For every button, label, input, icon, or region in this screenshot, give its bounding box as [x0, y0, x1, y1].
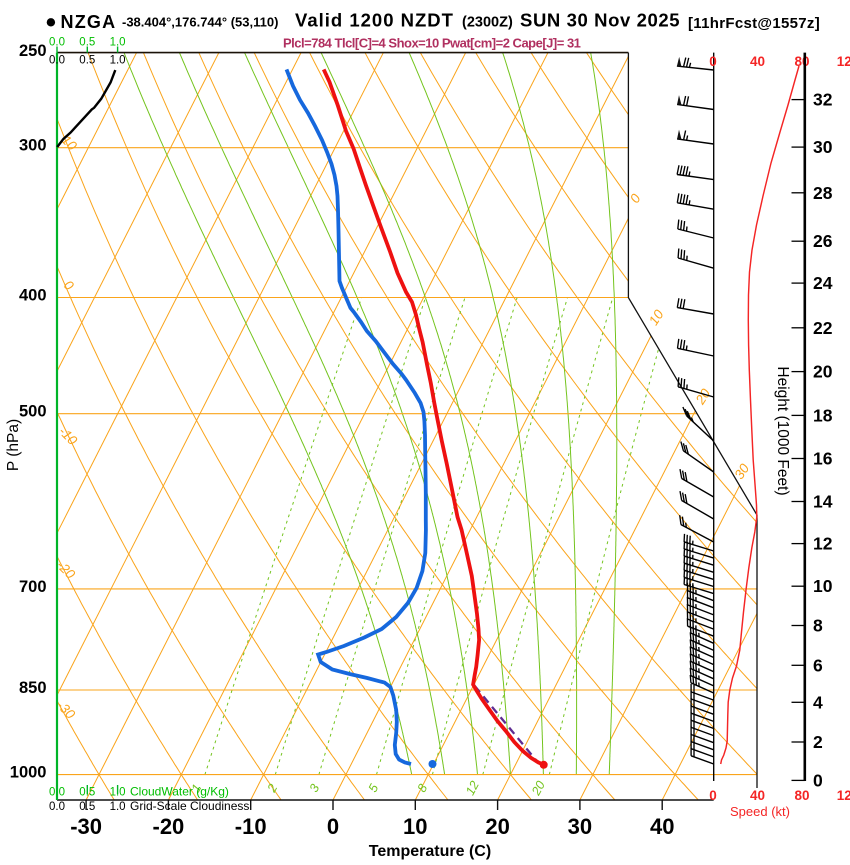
svg-text:-10: -10 — [235, 814, 267, 839]
svg-text:8: 8 — [813, 616, 823, 636]
svg-text:1000: 1000 — [10, 764, 47, 782]
svg-text:30: 30 — [813, 137, 833, 157]
svg-text:Speed (kt): Speed (kt) — [730, 804, 790, 819]
svg-text:1.0: 1.0 — [110, 37, 126, 49]
svg-text:700: 700 — [19, 578, 47, 596]
svg-text:20: 20 — [485, 814, 509, 839]
svg-text:300: 300 — [19, 137, 47, 155]
svg-text:(2300Z): (2300Z) — [462, 15, 513, 31]
svg-text:0.0: 0.0 — [49, 787, 65, 799]
svg-text:0.5: 0.5 — [79, 801, 95, 813]
svg-text:18: 18 — [813, 405, 833, 425]
svg-text:Valid 1200 NZDT: Valid 1200 NZDT — [295, 10, 454, 31]
svg-text:12: 12 — [813, 534, 833, 554]
svg-text:80: 80 — [794, 54, 809, 69]
svg-text:40: 40 — [750, 788, 765, 803]
svg-text:80: 80 — [794, 788, 809, 803]
svg-text:26: 26 — [813, 231, 833, 251]
svg-text:Height (1000 Feet): Height (1000 Feet) — [774, 366, 791, 495]
svg-text:-30: -30 — [70, 814, 102, 839]
svg-text:850: 850 — [19, 679, 47, 697]
svg-text:10: 10 — [813, 576, 833, 596]
svg-text:0: 0 — [709, 788, 717, 803]
svg-text:0.5: 0.5 — [79, 37, 95, 49]
svg-text:12: 12 — [463, 779, 482, 798]
svg-text:0: 0 — [327, 814, 339, 839]
svg-text:4: 4 — [813, 692, 823, 712]
svg-text:1.0: 1.0 — [110, 801, 126, 813]
svg-text:-38.404°,176.744° (53,110): -38.404°,176.744° (53,110) — [122, 15, 278, 30]
svg-text:0.5: 0.5 — [79, 55, 95, 67]
svg-text:2: 2 — [813, 732, 823, 752]
svg-text:1.0: 1.0 — [110, 787, 126, 799]
svg-text:0: 0 — [709, 54, 717, 69]
svg-text:-20: -20 — [153, 814, 185, 839]
svg-text:14: 14 — [813, 492, 833, 512]
svg-text:Plcl=784 Tlcl[C]=4 Shox=10 Pwa: Plcl=784 Tlcl[C]=4 Shox=10 Pwat[cm]=2 Ca… — [283, 36, 581, 51]
svg-text:NZGA: NZGA — [61, 12, 117, 32]
svg-text:0.0: 0.0 — [49, 37, 65, 49]
svg-text:CloudWater (g/Kg): CloudWater (g/Kg) — [130, 785, 229, 799]
svg-text:400: 400 — [19, 287, 47, 305]
svg-text:10: 10 — [403, 814, 427, 839]
svg-text:0.0: 0.0 — [49, 801, 65, 813]
svg-text:120: 120 — [837, 54, 850, 69]
svg-text:SUN 30 Nov 2025: SUN 30 Nov 2025 — [520, 10, 680, 31]
svg-text:0: 0 — [813, 770, 823, 790]
svg-text:32: 32 — [813, 90, 833, 110]
svg-text:250: 250 — [19, 42, 47, 60]
svg-text:24: 24 — [813, 273, 833, 293]
svg-text:20: 20 — [529, 779, 548, 799]
svg-text:120: 120 — [837, 788, 850, 803]
svg-text:28: 28 — [813, 183, 833, 203]
svg-text:0.0: 0.0 — [49, 55, 65, 67]
svg-text:40: 40 — [750, 54, 765, 69]
svg-text:22: 22 — [813, 318, 833, 338]
svg-text:0.5: 0.5 — [79, 787, 95, 799]
svg-text:6: 6 — [813, 655, 823, 675]
svg-text:P (hPa): P (hPa) — [5, 419, 22, 471]
svg-text:Temperature (C): Temperature (C) — [369, 843, 491, 860]
svg-text:500: 500 — [19, 403, 47, 421]
svg-text:30: 30 — [568, 814, 592, 839]
svg-text:[11hrFcst@1557z]: [11hrFcst@1557z] — [688, 15, 820, 32]
svg-text:16: 16 — [813, 449, 833, 469]
svg-text:20: 20 — [813, 362, 833, 382]
svg-text:Grid-Scale Cloudiness: Grid-Scale Cloudiness — [130, 799, 249, 813]
svg-text:1.0: 1.0 — [110, 55, 126, 67]
svg-text:40: 40 — [650, 814, 674, 839]
